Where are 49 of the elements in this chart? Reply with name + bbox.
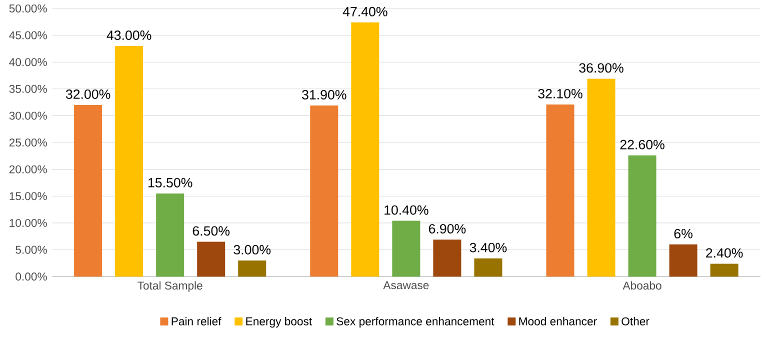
legend-label: Sex performance enhancement	[336, 317, 494, 328]
bar	[628, 156, 656, 277]
y-tick-label: 5.00%	[16, 246, 47, 254]
data-label: 10.40%	[384, 206, 428, 215]
data-label: 3.00%	[234, 245, 271, 255]
data-label: 6.50%	[192, 226, 230, 236]
bar	[433, 240, 462, 277]
y-tick-label: 20.00%	[9, 166, 47, 174]
data-label: 6%	[674, 229, 692, 239]
bar	[710, 264, 738, 277]
bar	[546, 104, 574, 277]
bar	[669, 244, 698, 277]
y-tick-label: 35.00%	[9, 85, 47, 94]
bar	[156, 194, 184, 277]
data-label: 3.40%	[470, 243, 507, 252]
y-tick-label: 30.00%	[9, 112, 47, 120]
bar	[115, 46, 144, 277]
bar	[310, 106, 338, 277]
y-tick-label: 40.00%	[9, 58, 47, 66]
data-label: 2.40%	[706, 248, 743, 258]
data-label: 22.60%	[620, 140, 664, 150]
data-label: 43.00%	[106, 30, 152, 40]
data-label: 36.90%	[579, 63, 624, 73]
bar	[197, 242, 226, 277]
y-tick-label: 50.00%	[9, 4, 47, 13]
x-tick-label: Aboabo	[622, 281, 662, 290]
bar	[587, 78, 616, 277]
bar	[238, 260, 266, 277]
y-tick-label: 45.00%	[9, 31, 47, 40]
data-label: 31.90%	[302, 90, 346, 100]
x-tick-label: Total Sample	[138, 281, 202, 292]
bar	[351, 22, 380, 277]
y-tick-label: 10.00%	[10, 219, 47, 228]
data-label: 6.90%	[428, 224, 466, 234]
x-tick-label: Asawase	[383, 281, 429, 290]
data-label: 32.10%	[538, 89, 582, 99]
y-tick-label: 0.00%	[16, 272, 47, 281]
legend-label: Energy boost	[246, 317, 312, 328]
legend-label: Pain relief	[172, 317, 222, 326]
legend-label: Mood enhancer	[519, 317, 597, 326]
bar	[74, 105, 102, 277]
bar	[392, 221, 420, 277]
y-tick-label: 25.00%	[9, 138, 47, 147]
bar	[474, 258, 502, 277]
y-tick-label: 15.00%	[10, 192, 47, 200]
data-label: 47.40%	[342, 7, 388, 17]
legend-label: Other	[622, 317, 650, 326]
data-label: 15.50%	[148, 178, 192, 188]
data-label: 32.00%	[66, 90, 110, 100]
